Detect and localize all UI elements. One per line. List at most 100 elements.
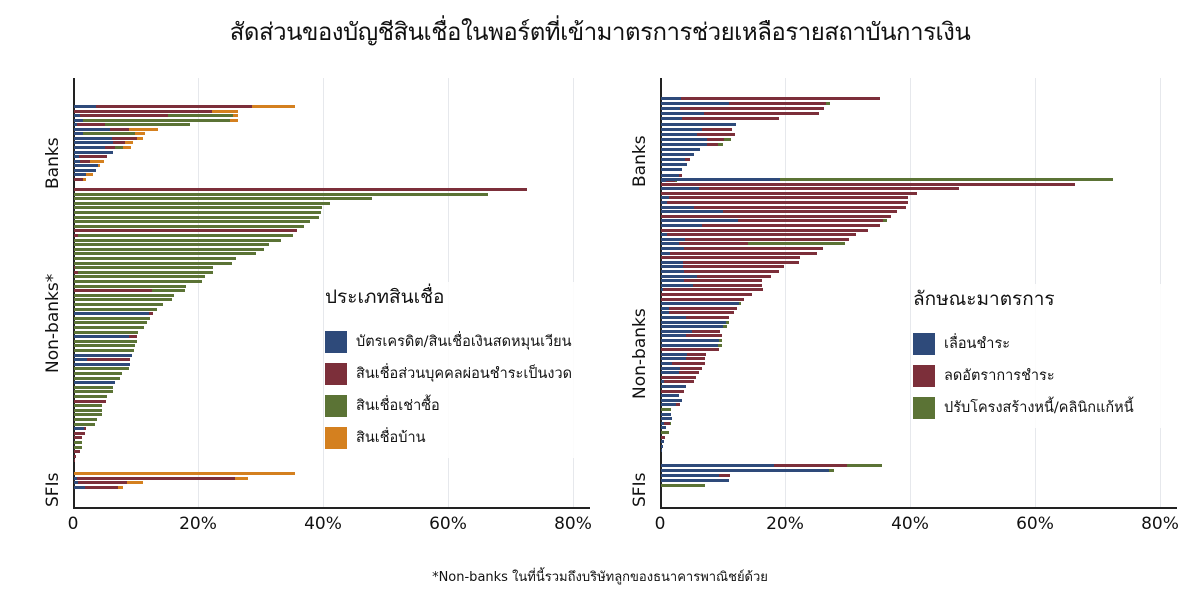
- bar-segment: [701, 224, 881, 227]
- bar: [661, 191, 918, 195]
- bar: [74, 316, 150, 320]
- legend-label: เลื่อนชำระ: [944, 336, 1011, 352]
- bar-segment: [686, 316, 730, 319]
- bar: [74, 372, 123, 375]
- bar-segment: [696, 132, 735, 136]
- bar: [661, 293, 752, 296]
- bar-segment: [661, 168, 683, 172]
- bar: [74, 454, 76, 458]
- bar: [661, 348, 719, 352]
- bar: [74, 270, 213, 274]
- footnote: *Non-banks ในที่นี้รวมถึงบริษัทลูกของธนา…: [432, 570, 768, 585]
- bar: [661, 444, 663, 448]
- bar-segment: [74, 362, 130, 366]
- bar-segment: [661, 431, 669, 434]
- legend-item-payment-reduction: ลดอัตราการชำระ: [913, 364, 1163, 387]
- bar-segment: [724, 137, 731, 141]
- bar: [661, 256, 800, 260]
- bar-segment: [77, 481, 127, 485]
- bar-segment: [74, 159, 81, 163]
- legend-swatch: [325, 362, 347, 385]
- bar-segment: [694, 205, 906, 209]
- bar: [661, 408, 671, 411]
- legend-item-debt-restructuring: ปรับโครงสร้างหนี้/คลินิกแก้หนี้: [913, 396, 1163, 419]
- bar: [661, 306, 738, 310]
- bar-segment: [667, 233, 856, 237]
- y-axis: [660, 78, 662, 508]
- bar-segment: [74, 349, 134, 352]
- bar: [74, 177, 86, 181]
- bar-segment: [661, 449, 663, 453]
- bar: [661, 394, 680, 398]
- bar-segment: [663, 421, 670, 425]
- bar-segment: [74, 266, 213, 270]
- bar-segment: [661, 421, 664, 425]
- bar: [74, 257, 236, 260]
- x-tick-label: 20%: [766, 514, 804, 534]
- bar: [661, 316, 730, 319]
- bar-segment: [661, 426, 666, 430]
- bar: [661, 237, 850, 241]
- bar-segment: [683, 270, 779, 273]
- bar: [661, 182, 1076, 186]
- bar-segment: [661, 302, 739, 306]
- bar-segment: [77, 234, 294, 237]
- bar-segment: [74, 118, 84, 122]
- bar-segment: [97, 164, 101, 168]
- bar: [661, 426, 666, 430]
- bar: [661, 274, 771, 278]
- bar-segment: [77, 270, 213, 274]
- bar: [74, 266, 213, 270]
- bar-segment: [95, 105, 253, 108]
- bar: [661, 484, 705, 488]
- bar-segment: [661, 444, 663, 448]
- bar-segment: [661, 339, 720, 342]
- bar-segment: [661, 191, 918, 195]
- bar: [74, 159, 104, 163]
- bar-segment: [85, 486, 118, 490]
- bar: [74, 211, 321, 214]
- bar: [74, 459, 75, 463]
- bar: [74, 229, 297, 233]
- bar-segment: [661, 163, 687, 167]
- bar-segment: [685, 158, 691, 162]
- bar-segment: [137, 136, 143, 140]
- bar-segment: [661, 237, 686, 241]
- bar: [74, 381, 115, 385]
- bar-segment: [828, 469, 834, 473]
- bar: [74, 188, 527, 191]
- bar-segment: [77, 476, 235, 480]
- bar-segment: [126, 481, 144, 485]
- bar-segment: [74, 358, 88, 362]
- bar-segment: [74, 252, 256, 256]
- bar: [661, 247, 823, 250]
- bar: [74, 243, 269, 247]
- bar: [661, 210, 898, 214]
- bar-segment: [112, 141, 126, 145]
- bar-segment: [74, 367, 129, 371]
- bar-segment: [74, 404, 103, 408]
- bar: [661, 435, 666, 439]
- bar-segment: [662, 288, 763, 292]
- bar: [74, 441, 83, 444]
- bar: [661, 228, 868, 232]
- bar: [661, 224, 881, 227]
- bar-segment: [661, 417, 672, 421]
- bar: [74, 145, 131, 149]
- bar-segment: [74, 192, 489, 196]
- bar-segment: [717, 142, 723, 146]
- bar-segment: [661, 440, 665, 444]
- bar: [661, 260, 800, 264]
- bar-segment: [129, 127, 159, 131]
- bar-segment: [74, 372, 123, 375]
- legend-label: ลดอัตราการชำระ: [944, 368, 1055, 384]
- bar-segment: [661, 325, 723, 329]
- bar: [74, 353, 132, 357]
- bar: [74, 312, 153, 316]
- bar-segment: [74, 422, 95, 426]
- bar: [74, 367, 129, 371]
- bar: [661, 153, 694, 157]
- bar: [74, 472, 296, 475]
- bar: [74, 109, 238, 113]
- bar-segment: [686, 334, 723, 338]
